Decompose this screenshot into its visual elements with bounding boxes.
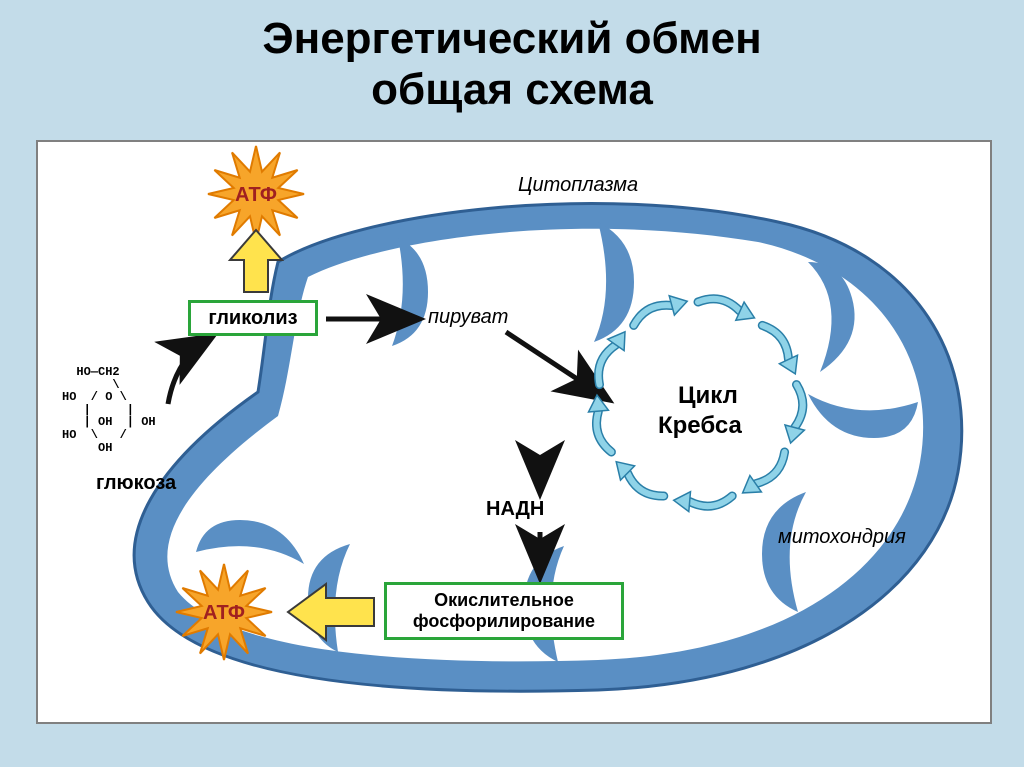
- label-glucose: глюкоза: [96, 472, 176, 495]
- atf-label-1: АТФ: [235, 184, 277, 207]
- oxphos-line-1: Окислительное: [434, 590, 574, 611]
- label-krebs-1: Цикл: [678, 382, 738, 410]
- oxphos-line-2: фосфорилирование: [413, 611, 595, 632]
- glycolysis-box: гликолиз: [188, 300, 318, 336]
- title-line-1: Энергетический обмен: [0, 14, 1024, 65]
- slide-root: Энергетический обмен общая схема: [0, 0, 1024, 767]
- label-nadh: НАДН: [486, 498, 544, 521]
- oxphos-box: Окислительное фосфорилирование: [384, 582, 624, 640]
- slide-title: Энергетический обмен общая схема: [0, 14, 1024, 115]
- glucose-structure: HO—CH2 \ HO / O \ | | | OH | OH HO \ / O…: [62, 366, 156, 454]
- label-krebs-2: Кребса: [658, 412, 742, 440]
- atf-label-2: АТФ: [203, 602, 245, 625]
- diagram-panel: Цитоплазма АТФ АТФ гликолиз пируват Цикл…: [36, 140, 992, 724]
- label-mitochondrion: митохондрия: [778, 526, 906, 549]
- label-cytoplasm: Цитоплазма: [518, 174, 638, 197]
- title-line-2: общая схема: [0, 65, 1024, 116]
- label-pyruvate: пируват: [428, 306, 508, 329]
- text-layer: Цитоплазма АТФ АТФ гликолиз пируват Цикл…: [38, 142, 990, 722]
